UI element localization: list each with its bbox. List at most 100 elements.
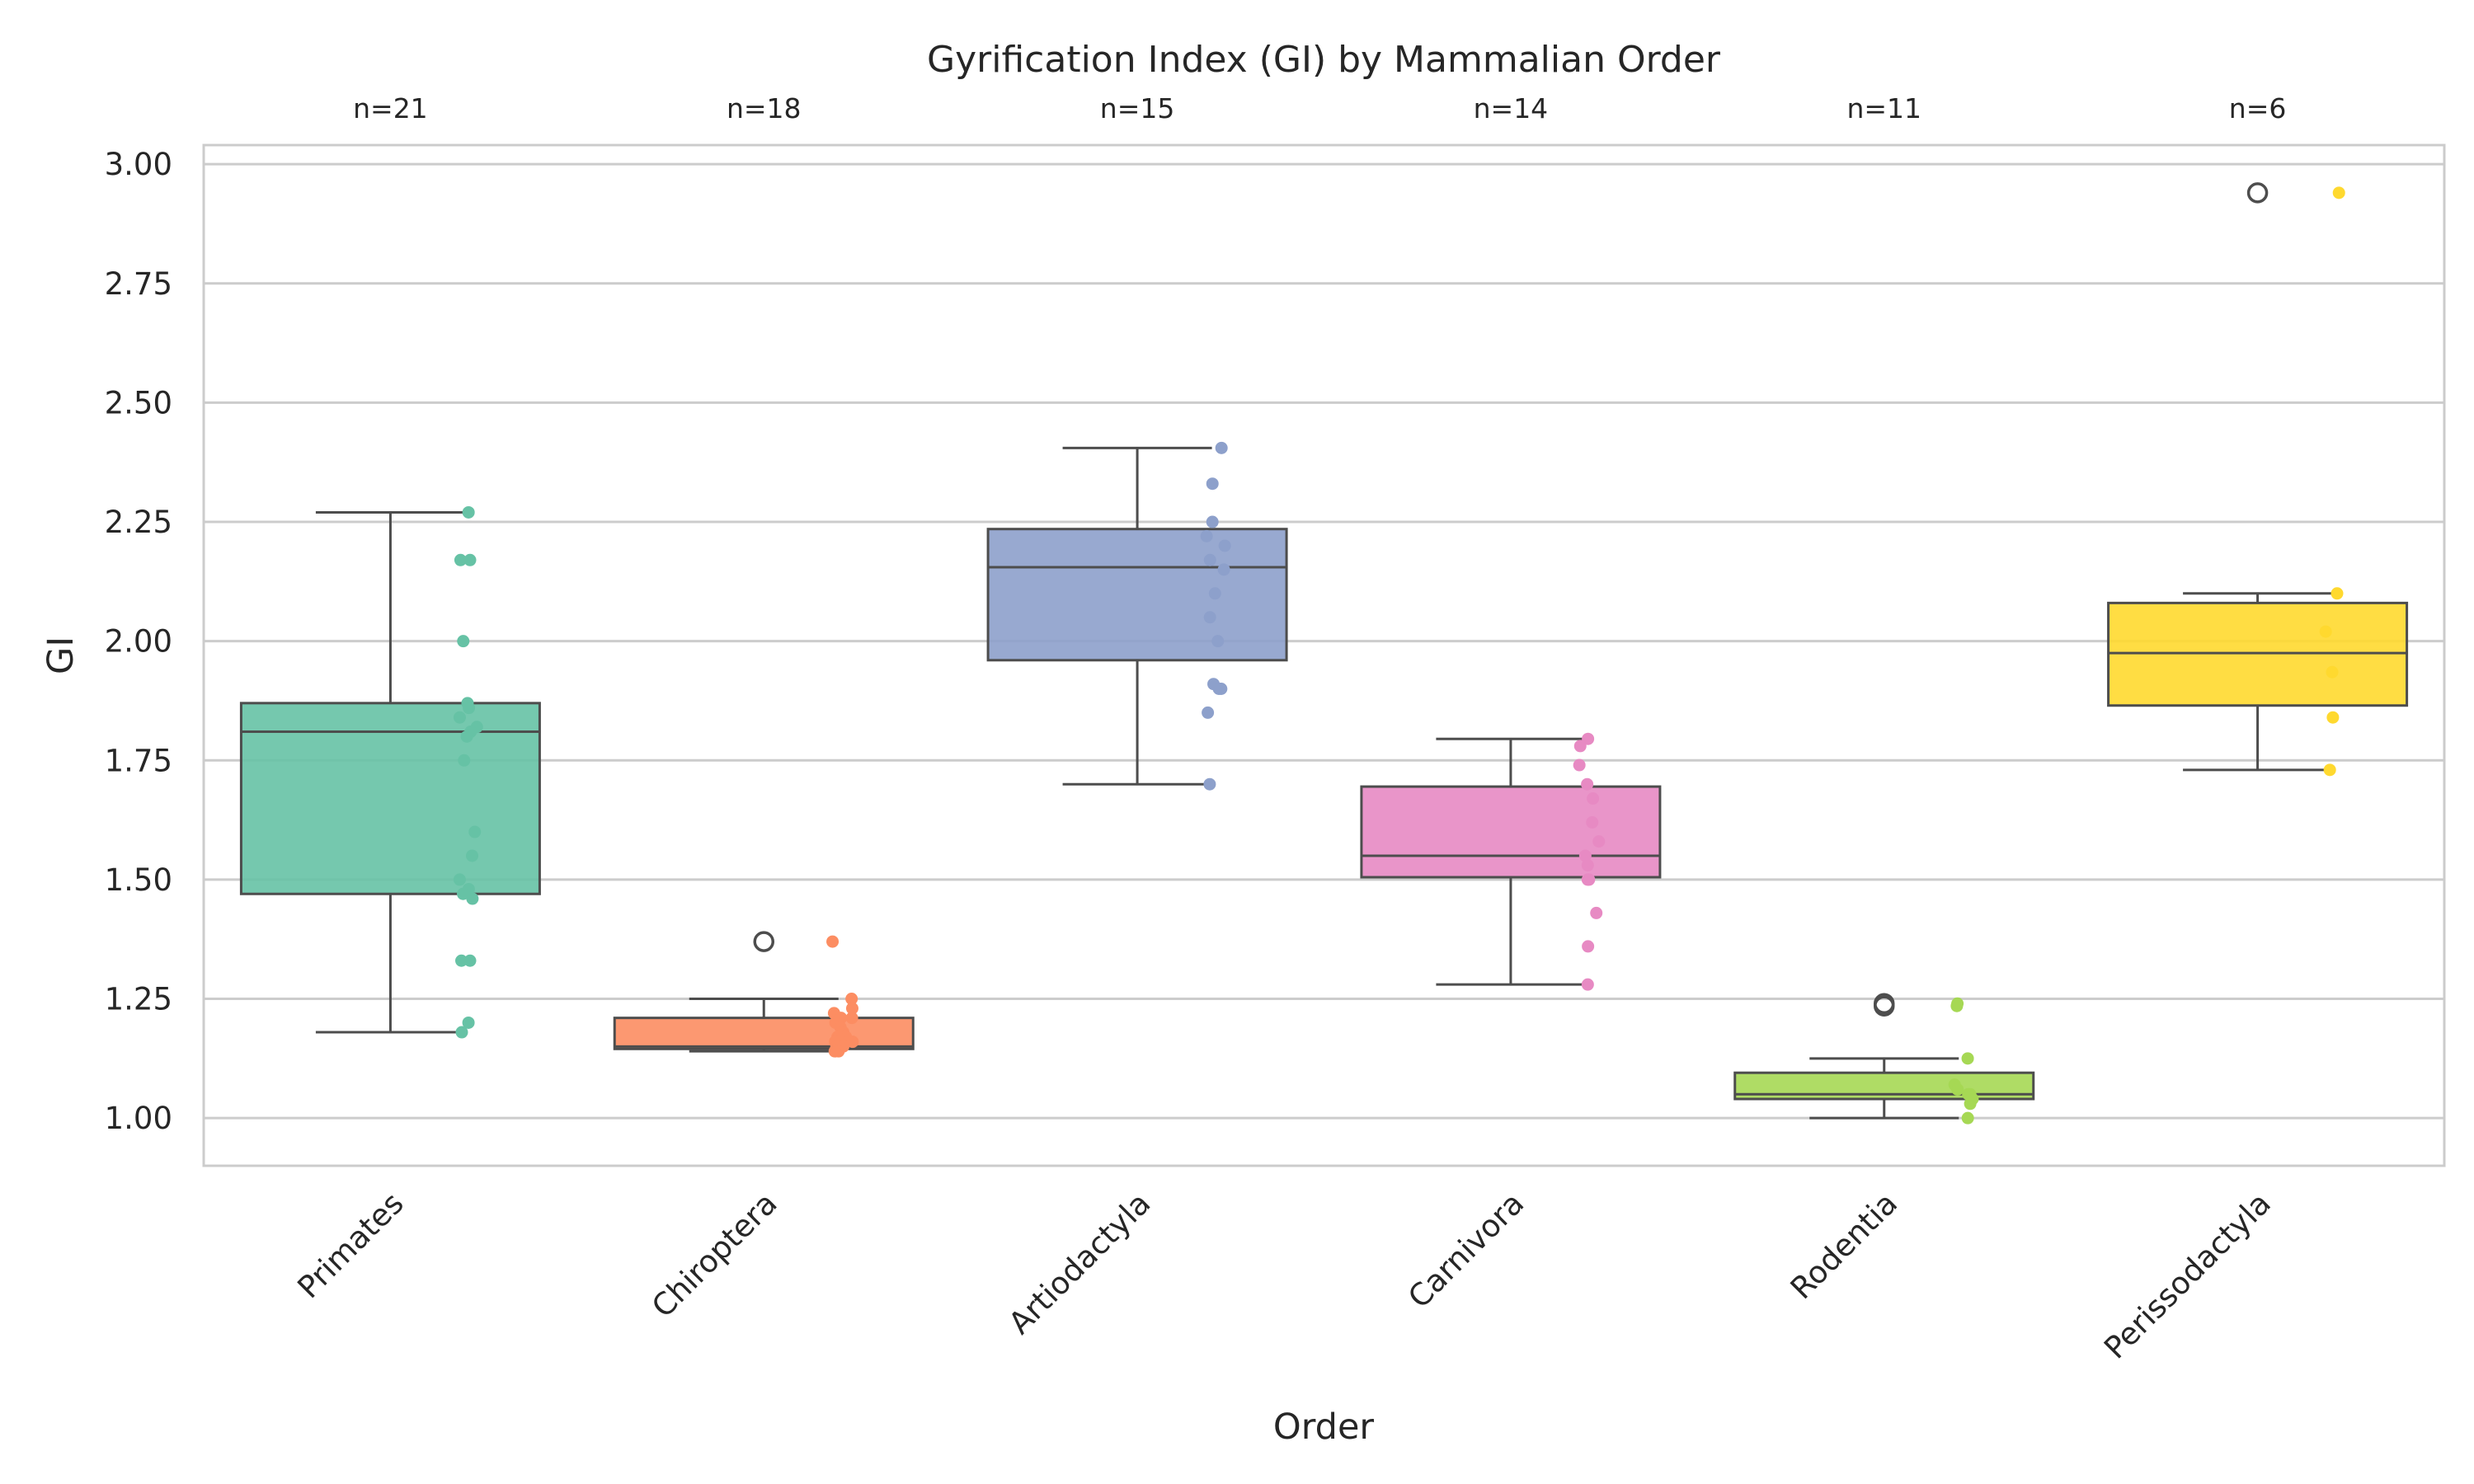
data-point	[2331, 587, 2344, 600]
data-point	[1206, 515, 1219, 528]
data-point	[1961, 1052, 1974, 1065]
data-point	[1961, 1111, 1974, 1125]
box	[1360, 785, 1662, 879]
count-label: n=14	[1474, 92, 1549, 124]
data-point	[1212, 682, 1225, 695]
data-point	[455, 954, 468, 967]
data-point	[2319, 625, 2332, 638]
data-point	[458, 754, 471, 767]
x-tick-label: Carnivora	[1401, 1186, 1531, 1315]
data-point	[1206, 477, 1219, 491]
x-tick-label: Artiodactyla	[1002, 1186, 1158, 1341]
data-point	[457, 887, 470, 900]
data-point	[463, 553, 477, 566]
data-point	[1203, 553, 1216, 566]
chart-title: Gyrification Index (GI) by Mammalian Ord…	[927, 39, 1721, 81]
x-tick-label: Chiroptera	[645, 1186, 783, 1324]
y-tick-label: 1.25	[105, 982, 172, 1017]
plot-frame	[202, 143, 2446, 1167]
x-tick-labels: Primates Chiroptera Artiodactyla Carnivora R…	[291, 1186, 2278, 1366]
data-point	[1590, 906, 1603, 919]
box	[613, 1017, 915, 1050]
data-point	[1573, 740, 1587, 753]
data-point	[1587, 792, 1600, 805]
data-point	[462, 1016, 475, 1029]
box	[986, 528, 1288, 662]
data-point	[463, 702, 476, 715]
data-point	[1202, 706, 1215, 719]
data-point	[1581, 859, 1594, 872]
outlier-marker	[753, 931, 774, 952]
data-point	[1581, 978, 1594, 991]
data-point	[1203, 611, 1216, 624]
box-group-artiodactyla	[986, 441, 1288, 791]
data-point	[455, 1026, 468, 1039]
data-point	[453, 711, 466, 724]
data-point	[1951, 1082, 1964, 1096]
count-label: n=11	[1846, 92, 1921, 124]
data-point	[1208, 587, 1221, 600]
data-point	[1211, 635, 1225, 648]
data-point	[2326, 711, 2340, 724]
x-axis-title: Order	[1273, 1407, 1375, 1448]
data-point	[1217, 563, 1230, 576]
data-point	[1218, 539, 1231, 552]
data-point	[2323, 763, 2336, 777]
data-point	[1582, 940, 1595, 953]
data-point	[1573, 758, 1586, 772]
y-gridlines	[204, 162, 2444, 1120]
data-point	[466, 892, 479, 905]
data-point	[468, 825, 482, 838]
y-tick-label: 1.00	[105, 1101, 172, 1136]
y-tick-label: 1.50	[105, 862, 172, 898]
outlier-marker	[1874, 993, 1895, 1015]
y-tick-label: 2.50	[105, 385, 172, 420]
data-point	[826, 935, 840, 948]
data-point	[845, 1002, 858, 1015]
count-label: n=6	[2229, 92, 2287, 124]
data-point	[460, 730, 473, 743]
box-group-primates	[239, 505, 541, 1039]
x-tick-label: Rodentia	[1784, 1186, 1904, 1306]
y-tick-label: 2.00	[105, 624, 172, 660]
x-tick-label: Primates	[291, 1186, 411, 1305]
box-group-rodentia	[1733, 993, 2035, 1125]
count-labels: n=21 n=18 n=15 n=14 n=11 n=6	[353, 92, 2286, 124]
data-point	[453, 873, 466, 886]
data-point	[1200, 529, 1213, 542]
data-point	[2326, 665, 2339, 679]
data-point	[1950, 999, 1964, 1012]
box-group-chiroptera	[613, 931, 915, 1058]
y-tick-label: 2.75	[105, 266, 172, 302]
count-label: n=15	[1100, 92, 1175, 124]
data-point	[1586, 815, 1599, 829]
box-group-carnivora	[1360, 732, 1662, 991]
data-point	[1578, 849, 1592, 862]
data-point	[2332, 186, 2345, 200]
data-point	[845, 1012, 858, 1025]
data-point	[1581, 873, 1594, 886]
y-tick-label: 2.25	[105, 505, 172, 540]
y-tick-label: 3.00	[105, 147, 172, 182]
data-point	[1592, 835, 1606, 848]
data-point	[1964, 1097, 1977, 1111]
data-point	[845, 993, 858, 1006]
box	[239, 702, 541, 895]
count-label: n=21	[353, 92, 428, 124]
data-point	[1215, 441, 1228, 454]
outlier-marker	[2246, 182, 2269, 204]
data-point	[1581, 777, 1594, 791]
data-point	[463, 954, 477, 967]
y-tick-label: 1.75	[105, 743, 172, 778]
data-point	[1203, 777, 1216, 791]
y-tick-labels: 1.00 1.25 1.50 1.75 2.00 2.25 2.50 2.75 3.00	[105, 147, 172, 1136]
count-label: n=18	[727, 92, 802, 124]
data-point	[457, 635, 470, 648]
y-axis-title: GI	[40, 636, 82, 674]
box-group-perissodactyla	[2107, 182, 2409, 777]
data-point	[846, 1036, 859, 1049]
data-point	[466, 849, 479, 862]
data-point	[828, 1045, 841, 1058]
x-tick-label: Perissodactyla	[2097, 1186, 2278, 1366]
